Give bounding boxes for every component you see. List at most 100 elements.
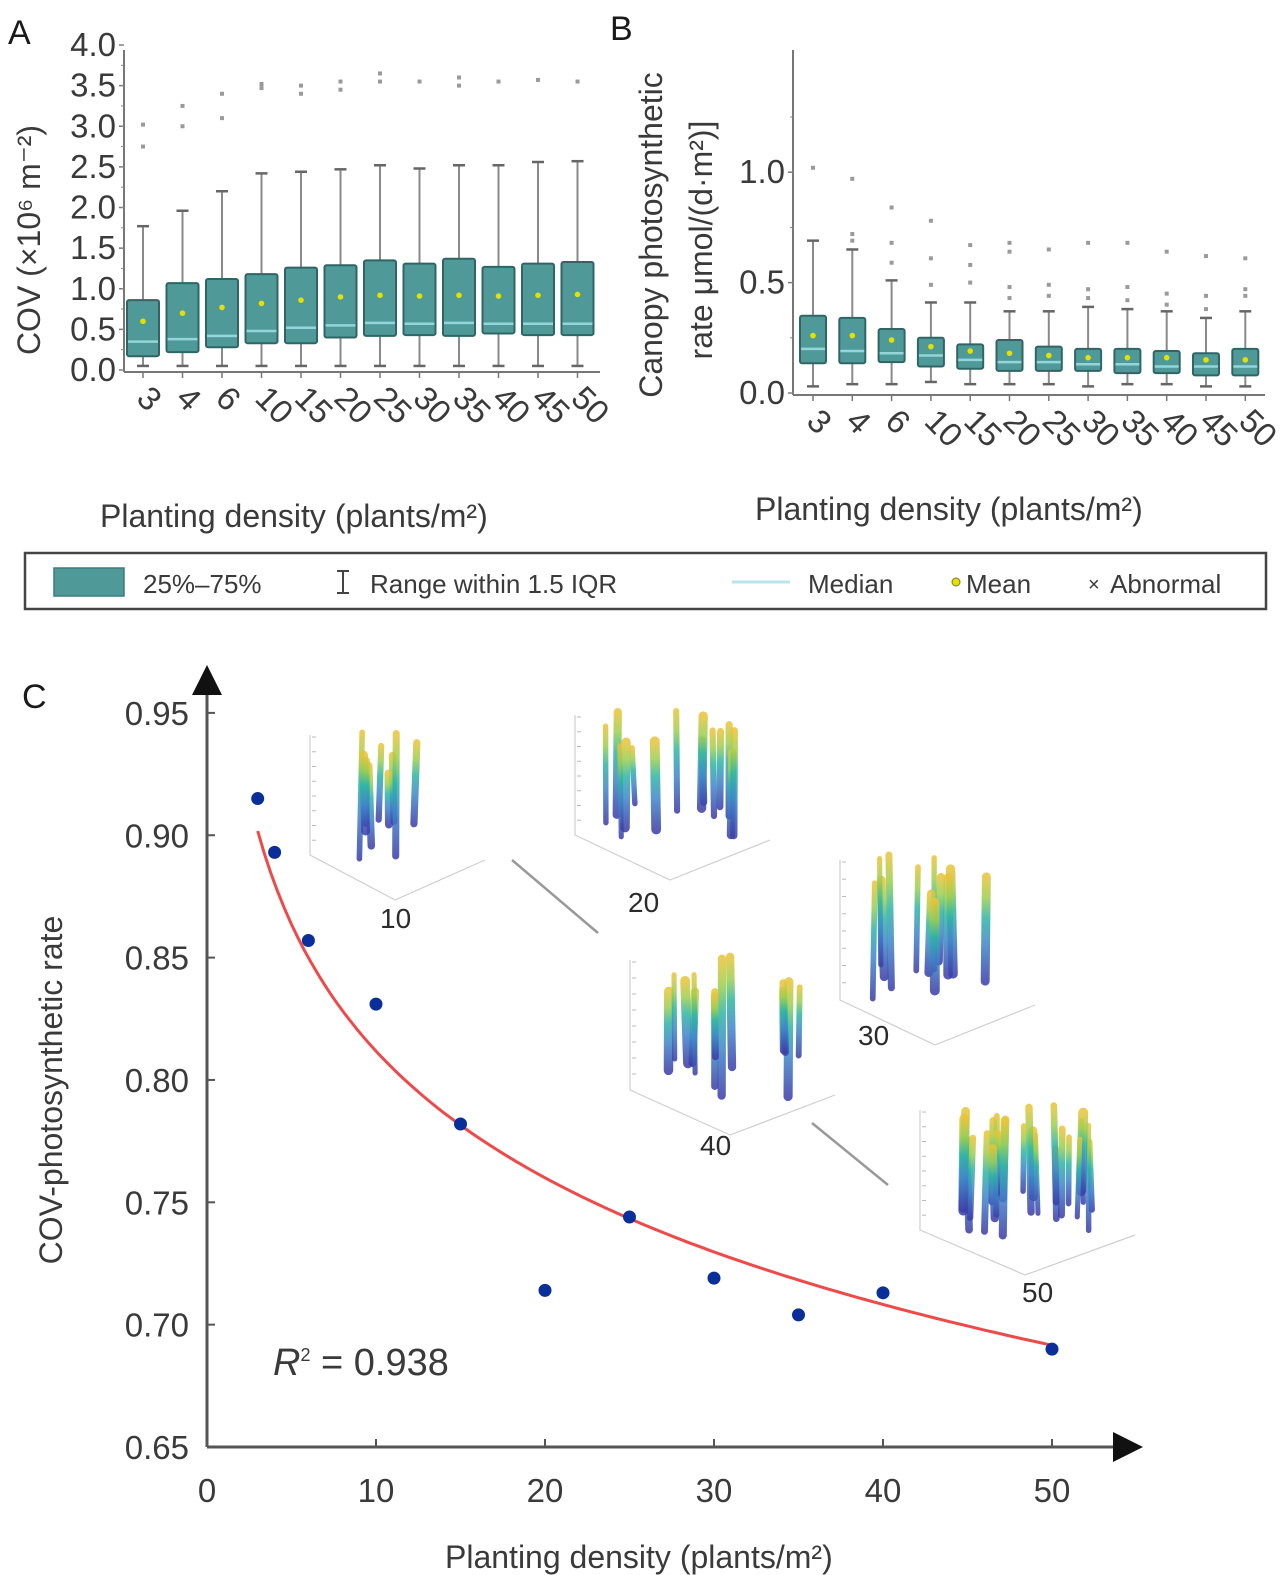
a-mean-dot xyxy=(298,297,304,303)
panel-c: C 10 20 30 40 50 0.65 0.70 0.75 0.80 0.85 0.90 0.9… xyxy=(22,665,1143,1575)
a-box-group xyxy=(402,79,437,368)
canopy-inset-20: 20 xyxy=(574,708,771,918)
a-iqr-box xyxy=(481,265,516,335)
inset-plant xyxy=(375,742,385,823)
c-y-tick-label: 0.65 xyxy=(125,1429,189,1466)
b-outlier-mark xyxy=(1086,287,1091,292)
b-box-group xyxy=(1074,240,1103,388)
c-y-tick-label: 0.70 xyxy=(125,1307,189,1344)
panel-b-y-axis-title-line2: rate μmol/(d·m²)] xyxy=(683,121,719,360)
b-outlier-mark xyxy=(1164,291,1169,296)
inset-plant xyxy=(696,711,708,813)
inset-label: 40 xyxy=(700,1130,731,1161)
b-iqr-box xyxy=(877,327,906,364)
a-y-tick-label: 2.5 xyxy=(70,148,116,185)
b-outlier-mark xyxy=(850,238,855,243)
panel-c-insets: 10 20 30 40 50 xyxy=(309,708,1136,1308)
legend-mean-dot xyxy=(951,577,961,587)
b-outlier-mark xyxy=(889,260,894,265)
b-x-tick-label: 3 xyxy=(800,402,839,441)
b-outlier-mark xyxy=(1007,240,1012,245)
inset-label: 30 xyxy=(858,1020,889,1051)
a-iqr-box xyxy=(521,262,555,337)
inset-label: 10 xyxy=(380,903,411,934)
panel-c-axes: 0.65 0.70 0.75 0.80 0.85 0.90 0.95 0 10 20 30 40 50 xyxy=(125,665,1143,1509)
inset-plant xyxy=(730,727,738,840)
b-box-group xyxy=(838,176,867,386)
b-outlier-mark xyxy=(1204,307,1208,312)
b-outlier-mark xyxy=(968,243,973,248)
legend-label-box: 25%–75% xyxy=(143,569,262,599)
inset-plant xyxy=(913,864,921,974)
inset-axes-frame xyxy=(309,735,486,901)
inset-plant xyxy=(709,727,718,820)
inset-axes-frame xyxy=(839,860,1036,1046)
data-point xyxy=(538,1283,552,1297)
panel-b-letter: B xyxy=(610,10,633,48)
inset-plant xyxy=(998,1116,1009,1240)
b-box-group xyxy=(1192,254,1220,388)
b-outlier-mark xyxy=(1164,249,1169,254)
b-outlier-mark xyxy=(1164,302,1169,307)
inset-axes-frame xyxy=(574,715,771,881)
a-mean-dot xyxy=(219,304,225,311)
legend-label-mean: Mean xyxy=(966,569,1031,599)
b-x-tick-label: 6 xyxy=(879,402,918,441)
b-outlier-mark xyxy=(1007,285,1012,290)
b-outlier-mark xyxy=(1243,287,1248,292)
b-box-group xyxy=(799,165,827,388)
b-box-group xyxy=(995,240,1024,386)
a-outlier-mark xyxy=(575,79,580,84)
a-outlier-mark xyxy=(220,116,224,121)
a-y-tick-label: 3.5 xyxy=(70,67,116,104)
a-box-group xyxy=(363,71,397,368)
a-outlier-mark xyxy=(536,77,540,82)
inset-plant xyxy=(869,880,878,1002)
a-box-group xyxy=(284,83,318,368)
panel-c-x-axis-title: Planting density (plants/m²) xyxy=(445,1539,833,1575)
a-outlier-mark xyxy=(259,82,264,86)
inset-plant xyxy=(359,750,371,836)
inset-plant xyxy=(877,856,884,968)
legend-box-swatch xyxy=(53,567,125,597)
data-point xyxy=(268,845,282,859)
panel-c-y-axis-title: COV-photosynthetic rate xyxy=(33,916,69,1265)
data-point xyxy=(369,997,383,1011)
c-x-tick-label: 50 xyxy=(1034,1472,1071,1509)
a-mean-dot xyxy=(377,292,383,299)
b-outlier-mark xyxy=(811,165,815,170)
b-outlier-mark xyxy=(1204,254,1208,259)
a-box-group xyxy=(165,103,200,368)
panel-b-x-axis-title: Planting density (plants/m²) xyxy=(755,491,1143,527)
a-mean-dot xyxy=(179,310,186,316)
canopy-inset-40: 40 xyxy=(629,952,836,1161)
legend-label-whisker: Range within 1.5 IQR xyxy=(370,569,617,599)
b-box-group xyxy=(1152,249,1181,386)
data-point xyxy=(707,1271,721,1285)
legend-frame xyxy=(23,551,1268,611)
a-outlier-mark xyxy=(180,103,185,108)
c-x-tick-label: 0 xyxy=(198,1472,216,1509)
a-y-tick-label: 0.0 xyxy=(70,351,116,388)
a-mean-dot xyxy=(456,292,462,299)
inset-plant xyxy=(629,745,638,807)
data-point xyxy=(623,1210,636,1224)
inset-plant xyxy=(1058,1125,1066,1219)
a-iqr-box xyxy=(165,282,200,354)
b-outlier-mark xyxy=(1086,240,1091,245)
b-mean-dot xyxy=(1124,354,1131,361)
panel-b-boxes xyxy=(799,165,1260,388)
data-point xyxy=(1045,1342,1059,1356)
a-box-group xyxy=(442,75,476,368)
a-box-group xyxy=(205,91,239,368)
b-outlier-mark xyxy=(850,232,855,237)
data-point xyxy=(301,933,315,947)
inset-plant xyxy=(680,975,693,1069)
inset-plant xyxy=(1020,1123,1027,1194)
inset-plant xyxy=(1074,1136,1083,1220)
a-y-tick-label: 1.0 xyxy=(70,270,116,307)
data-point xyxy=(251,792,265,806)
a-outlier-mark xyxy=(457,83,461,88)
b-outlier-mark xyxy=(850,176,855,181)
canopy-inset-50: 50 xyxy=(919,1102,1136,1308)
